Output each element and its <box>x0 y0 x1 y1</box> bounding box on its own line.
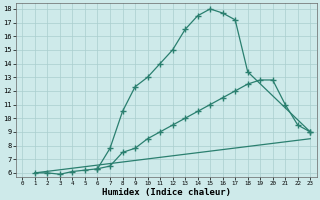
X-axis label: Humidex (Indice chaleur): Humidex (Indice chaleur) <box>102 188 231 197</box>
